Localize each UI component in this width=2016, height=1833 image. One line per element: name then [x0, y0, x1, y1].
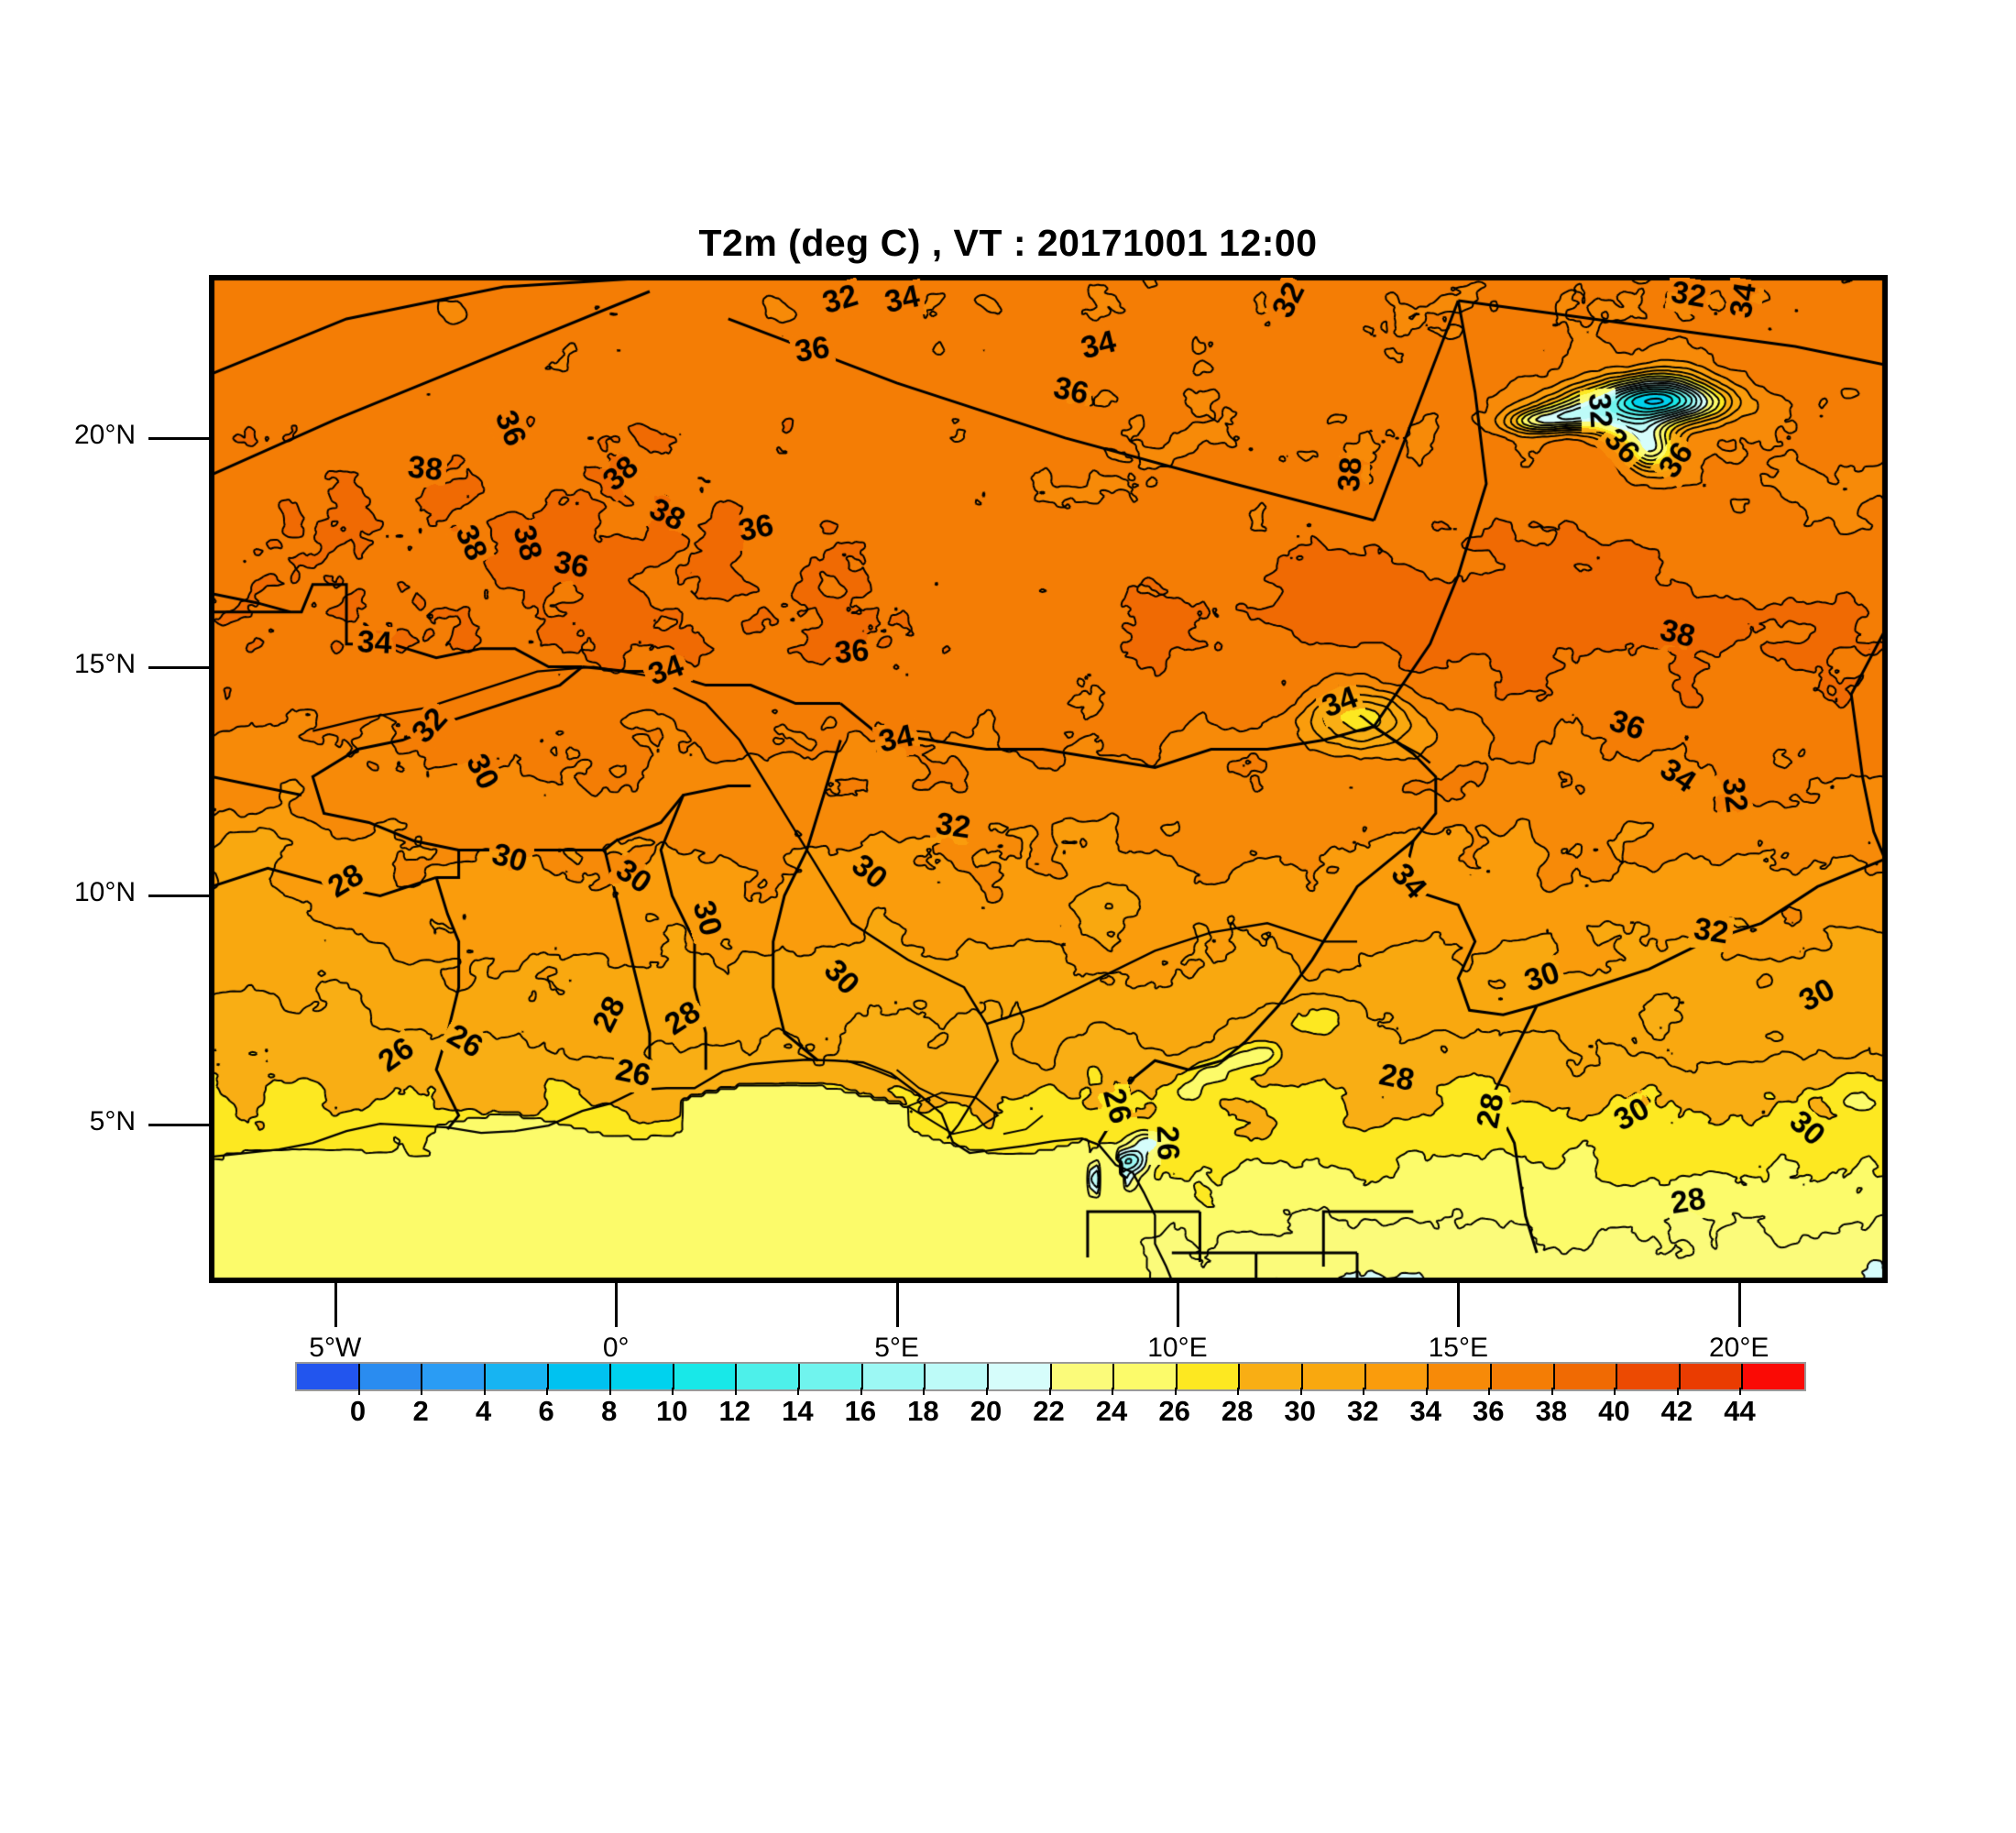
x-tick-label-0: 5°W: [309, 1333, 362, 1363]
colorbar-segment-15: [1240, 1364, 1303, 1389]
colorbar-segment-16: [1303, 1364, 1366, 1389]
colorbar-segment-9: [862, 1364, 926, 1389]
colorbar-tick-mark-6: [734, 1388, 737, 1395]
colorbar-segment-0: [297, 1364, 360, 1389]
colorbar-segment-13: [1114, 1364, 1178, 1389]
colorbar-segment-14: [1177, 1364, 1241, 1389]
colorbar-tick-label-5: 10: [656, 1395, 688, 1427]
x-tick-mark: [334, 1283, 337, 1327]
colorbar-tick-mark-1: [421, 1388, 423, 1395]
colorbar-tick-mark-20: [1614, 1388, 1616, 1395]
colorbar-tick-label-10: 20: [970, 1395, 1003, 1427]
colorbar-segment-2: [422, 1364, 486, 1389]
colorbar-tick-mark-9: [923, 1388, 926, 1395]
y-tick-mark: [148, 665, 209, 669]
colorbar-tick-label-7: 14: [782, 1395, 814, 1427]
colorbar-tick-label-1: 2: [412, 1395, 429, 1427]
colorbar-segment-4: [548, 1364, 612, 1389]
x-tick-mark: [1176, 1283, 1179, 1327]
colorbar-segment-22: [1680, 1364, 1744, 1389]
colorbar-tick-label-4: 8: [601, 1395, 618, 1427]
colorbar-tick-label-16: 32: [1346, 1395, 1379, 1427]
x-tick-mark: [1737, 1283, 1741, 1327]
y-tick-label-0: 5°N: [89, 1106, 136, 1137]
colorbar-segment-7: [737, 1364, 800, 1389]
x-tick-mark: [615, 1283, 619, 1327]
colorbar-tick-label-2: 4: [476, 1395, 492, 1427]
colorbar-tick-label-17: 34: [1409, 1395, 1441, 1427]
colorbar-tick-mark-0: [357, 1388, 360, 1395]
colorbar-tick-mark-17: [1425, 1388, 1428, 1395]
colorbar-tick-mark-4: [608, 1388, 611, 1395]
colorbar-tick-mark-18: [1488, 1388, 1491, 1395]
colorbar-tick-label-11: 22: [1033, 1395, 1065, 1427]
colorbar-tick-mark-10: [985, 1388, 988, 1395]
colorbar: [295, 1362, 1806, 1391]
x-tick-label-1: 0°: [602, 1333, 630, 1363]
colorbar-tick-mark-7: [797, 1388, 800, 1395]
y-tick-label-1: 10°N: [73, 877, 136, 908]
colorbar-segment-1: [359, 1364, 423, 1389]
colorbar-tick-mark-12: [1112, 1388, 1114, 1395]
x-tick-label-4: 15°E: [1428, 1333, 1488, 1363]
colorbar-segment-19: [1491, 1364, 1555, 1389]
colorbar-tick-mark-21: [1676, 1388, 1679, 1395]
page-title: T2m (deg C) , VT : 20171001 12:00: [698, 222, 1318, 264]
colorbar-tick-label-6: 12: [718, 1395, 751, 1427]
colorbar-tick-label-3: 6: [538, 1395, 554, 1427]
colorbar-tick-label-18: 36: [1473, 1395, 1505, 1427]
x-tick-label-3: 10°E: [1147, 1333, 1208, 1363]
colorbar-tick-mark-13: [1174, 1388, 1177, 1395]
colorbar-tick-label-14: 28: [1221, 1395, 1254, 1427]
y-tick-mark: [148, 436, 209, 440]
colorbar-segment-21: [1617, 1364, 1681, 1389]
colorbar-tick-label-0: 0: [349, 1395, 367, 1427]
map-plot-area: [209, 275, 1888, 1283]
colorbar-segment-18: [1429, 1364, 1492, 1389]
colorbar-tick-mark-5: [672, 1388, 674, 1395]
colorbar-segment-5: [611, 1364, 674, 1389]
x-tick-mark: [895, 1283, 899, 1327]
colorbar-segment-8: [800, 1364, 863, 1389]
x-tick-label-2: 5°E: [874, 1333, 919, 1363]
colorbar-tick-label-12: 24: [1095, 1395, 1128, 1427]
colorbar-tick-label-8: 16: [844, 1395, 877, 1427]
colorbar-tick-mark-22: [1739, 1388, 1742, 1395]
colorbar-segment-6: [674, 1364, 738, 1389]
colorbar-tick-mark-2: [483, 1388, 486, 1395]
colorbar-segment-12: [1051, 1364, 1115, 1389]
y-tick-mark: [148, 1124, 209, 1127]
colorbar-tick-mark-11: [1048, 1388, 1051, 1395]
colorbar-tick-label-22: 44: [1724, 1395, 1756, 1427]
colorbar-segment-3: [485, 1364, 549, 1389]
colorbar-tick-label-21: 42: [1660, 1395, 1693, 1427]
colorbar-tick-label-19: 38: [1535, 1395, 1568, 1427]
colorbar-segment-10: [926, 1364, 989, 1389]
colorbar-segment-17: [1365, 1364, 1430, 1389]
colorbar-tick-mark-19: [1550, 1388, 1553, 1395]
y-tick-label-3: 20°N: [73, 419, 136, 450]
colorbar-segment-11: [988, 1364, 1052, 1389]
colorbar-segment-23: [1743, 1364, 1804, 1389]
colorbar-segment-20: [1554, 1364, 1618, 1389]
colorbar-tick-mark-15: [1299, 1388, 1302, 1395]
colorbar-tick-mark-8: [860, 1388, 862, 1395]
x-tick-mark: [1457, 1283, 1461, 1327]
y-tick-mark: [148, 895, 209, 898]
x-tick-label-5: 20°E: [1708, 1333, 1769, 1363]
colorbar-tick-label-20: 40: [1598, 1395, 1630, 1427]
colorbar-tick-mark-16: [1363, 1388, 1365, 1395]
colorbar-tick-label-13: 26: [1158, 1395, 1190, 1427]
y-tick-label-2: 15°N: [73, 648, 136, 679]
colorbar-tick-label-15: 30: [1284, 1395, 1316, 1427]
colorbar-tick-mark-3: [546, 1388, 549, 1395]
colorbar-tick-label-9: 18: [907, 1395, 939, 1427]
colorbar-tick-mark-14: [1237, 1388, 1240, 1395]
temperature-heatmap-canvas: [212, 278, 1885, 1280]
